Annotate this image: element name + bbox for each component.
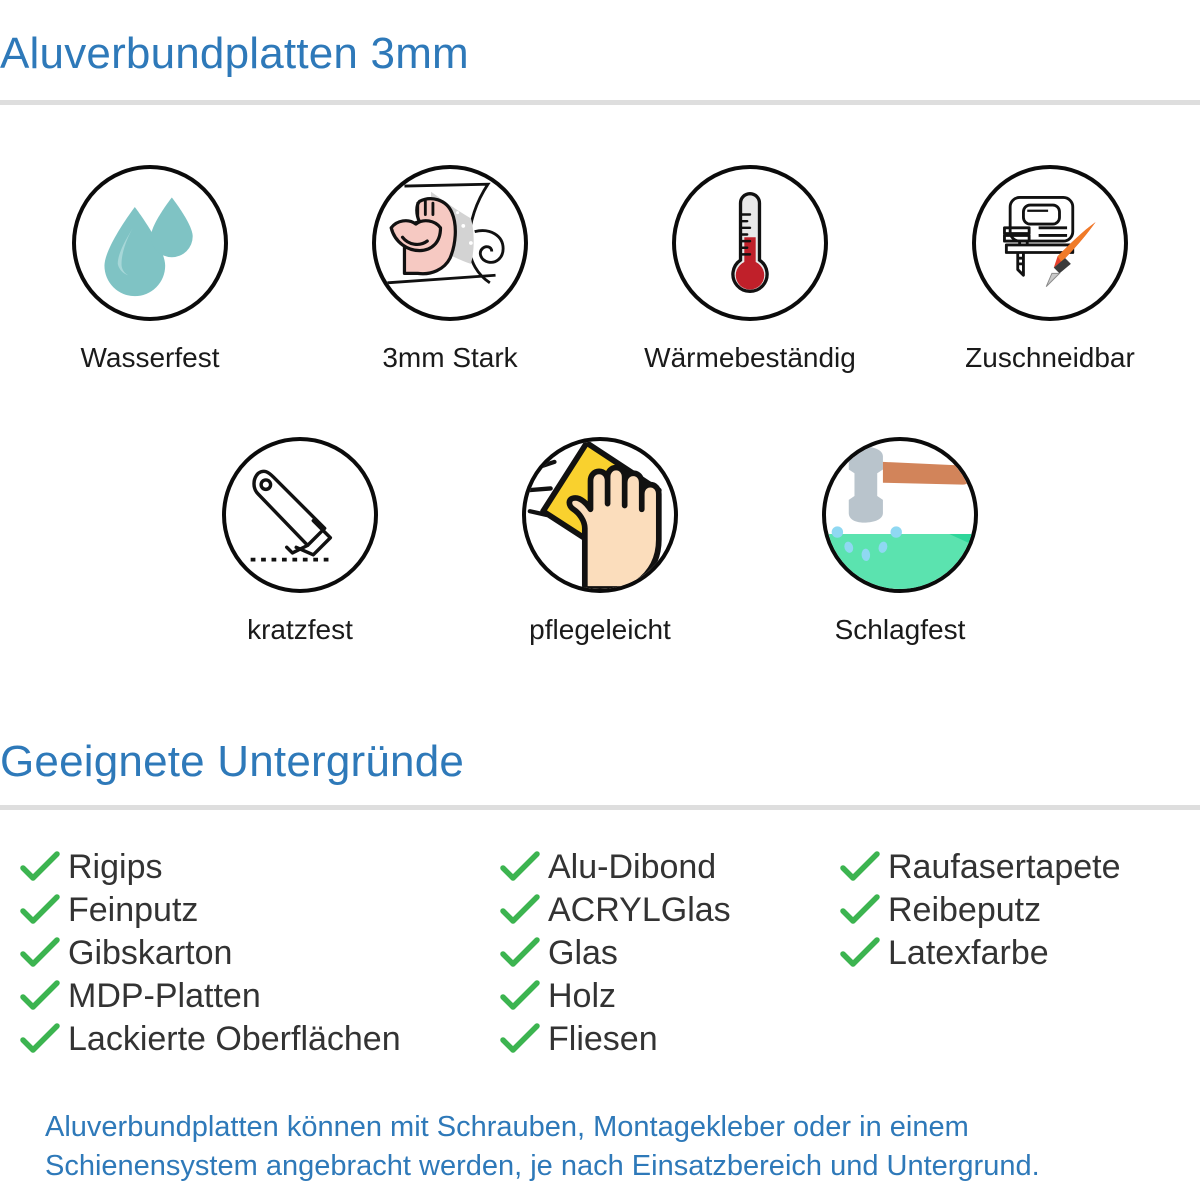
list-item-label: Fliesen xyxy=(548,1019,658,1058)
feature-waermebestaendig: Wärmebeständig xyxy=(600,165,900,374)
list-item-label: Raufasertapete xyxy=(888,847,1121,886)
list-item: MDP-Platten xyxy=(20,974,500,1017)
list-item-label: MDP-Platten xyxy=(68,976,261,1015)
check-icon xyxy=(20,979,64,1013)
footer-line-1: Aluverbundplatten können mit Schrauben, … xyxy=(45,1111,969,1143)
feature-zuschneidbar: Zuschneidbar xyxy=(900,165,1200,374)
list-item-label: Alu-Dibond xyxy=(548,847,717,886)
list-item: Reibeputz xyxy=(840,888,1185,931)
check-icon xyxy=(500,893,544,927)
list-item: Feinputz xyxy=(20,888,500,931)
list-item-label: Gibskarton xyxy=(68,933,233,972)
list-item: ACRYLGlas xyxy=(500,888,840,931)
check-icon xyxy=(20,936,64,970)
list-item: Rigips xyxy=(20,845,500,888)
page-title: Aluverbundplatten 3mm xyxy=(0,29,469,78)
checklist-column-1: Rigips Feinputz Gibskarton MDP-Platten L… xyxy=(20,845,500,1060)
feature-wasserfest: Wasserfest xyxy=(0,165,300,374)
list-item: Lackierte Oberflächen xyxy=(20,1017,500,1060)
list-item-label: Holz xyxy=(548,976,617,1015)
divider-top xyxy=(0,100,1200,105)
list-item-label: ACRYLGlas xyxy=(548,890,731,929)
feature-label: Zuschneidbar xyxy=(965,342,1135,373)
list-item-label: Rigips xyxy=(68,847,163,886)
list-item: Glas xyxy=(500,931,840,974)
list-item: Raufasertapete xyxy=(840,845,1185,888)
check-icon xyxy=(20,1022,64,1056)
checklist-column-2: Alu-Dibond ACRYLGlas Glas Holz Fliesen xyxy=(500,845,840,1060)
feature-label: Schlagfest xyxy=(834,614,966,645)
list-item-label: Reibeputz xyxy=(888,890,1042,929)
jigsaw-cutter-icon xyxy=(972,165,1128,321)
feature-impact-resistant: Schlagfest xyxy=(750,437,1050,646)
cutter-knife-icon xyxy=(222,437,378,593)
list-item: Alu-Dibond xyxy=(500,845,840,888)
feature-pflegeleicht: pflegeleicht xyxy=(450,437,750,646)
divider-middle xyxy=(0,805,1200,810)
feature-label: Wärmebeständig xyxy=(644,342,856,373)
check-icon xyxy=(840,850,884,884)
feature-row-1: Wasserfest 3mm xyxy=(0,165,1200,374)
feature-kratzfest: kratzfest xyxy=(150,437,450,646)
feature-label: kratzfest xyxy=(247,614,353,645)
flexing-arm-icon xyxy=(372,165,528,321)
feature-label: pflegeleicht xyxy=(529,614,671,645)
footer-line-2: Schienensystem angebracht werden, je nac… xyxy=(45,1150,1040,1183)
substrates-heading: Geeignete Untergründe xyxy=(0,737,465,786)
feature-row-2: kratzfest pflegeleicht xyxy=(0,437,1200,646)
check-icon xyxy=(840,936,884,970)
thermometer-icon xyxy=(672,165,828,321)
list-item-label: Latexfarbe xyxy=(888,933,1049,972)
check-icon xyxy=(20,850,64,884)
check-icon xyxy=(840,893,884,927)
footer-note: Aluverbundplatten können mit Schrauben, … xyxy=(45,1108,1160,1186)
check-icon xyxy=(500,936,544,970)
substrates-heading-wrap: Geeignete Untergründe xyxy=(0,740,464,784)
checklist-column-3: Raufasertapete Reibeputz Latexfarbe xyxy=(840,845,1185,974)
check-icon xyxy=(500,850,544,884)
substrates-checklist: Rigips Feinputz Gibskarton MDP-Platten L… xyxy=(20,845,1185,1060)
feature-label: Wasserfest xyxy=(80,342,220,373)
check-icon xyxy=(500,979,544,1013)
hammer-impact-icon xyxy=(822,437,978,593)
check-icon xyxy=(20,893,64,927)
list-item: Fliesen xyxy=(500,1017,840,1060)
list-item-label: Glas xyxy=(548,933,618,972)
feature-3mm-stark: 3mm Stark xyxy=(300,165,600,374)
list-item: Latexfarbe xyxy=(840,931,1185,974)
page-title-wrap: Aluverbundplatten 3mm xyxy=(0,32,469,76)
list-item: Gibskarton xyxy=(20,931,500,974)
list-item: Holz xyxy=(500,974,840,1017)
list-item-label: Lackierte Oberflächen xyxy=(68,1019,401,1058)
hand-cloth-icon xyxy=(522,437,678,593)
check-icon xyxy=(500,1022,544,1056)
list-item-label: Feinputz xyxy=(68,890,199,929)
water-drops-icon xyxy=(72,165,228,321)
feature-label: 3mm Stark xyxy=(382,342,518,373)
